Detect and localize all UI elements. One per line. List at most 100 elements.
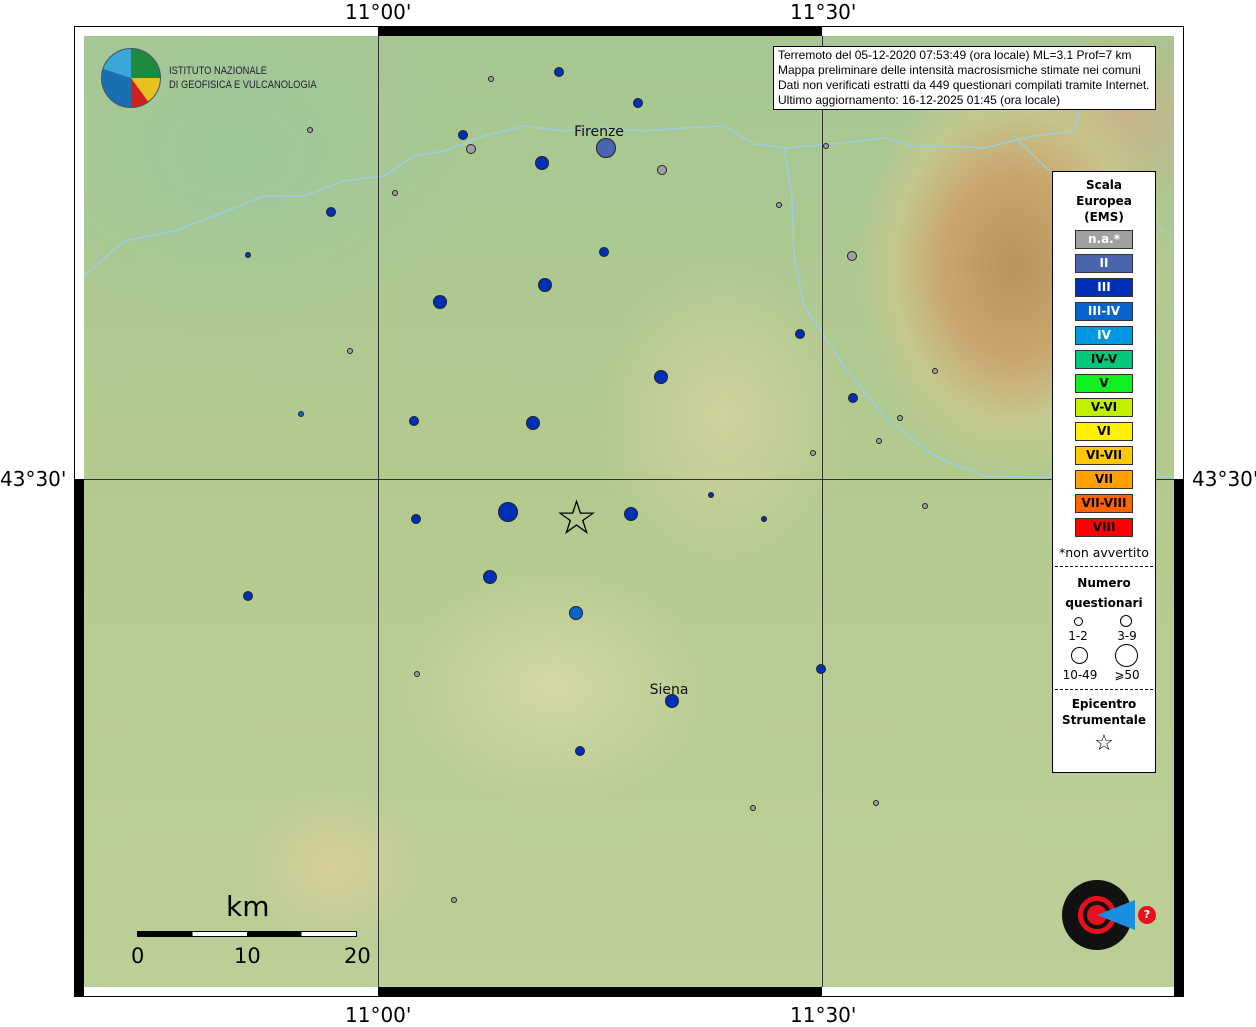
- legend-star-icon: ☆: [1094, 731, 1114, 756]
- intensity-point[interactable]: [847, 251, 857, 261]
- legend-class-swatch: VI: [1075, 422, 1133, 441]
- intensity-point[interactable]: [596, 138, 616, 158]
- divider: [1055, 566, 1153, 567]
- ingv-logo-text: ISTITUTO NAZIONALE DI GEOFISICA E VULCAN…: [169, 64, 317, 92]
- intensity-point[interactable]: [816, 664, 826, 674]
- hsit-question-icon: ?: [1138, 906, 1156, 924]
- legend-class-swatch: IV: [1075, 326, 1133, 345]
- count-label: 1-2: [1068, 629, 1088, 643]
- intensity-point[interactable]: [433, 295, 447, 309]
- count-label: ⩾50: [1114, 668, 1140, 682]
- scale-bar: [137, 931, 357, 937]
- event-info-box: Terremoto del 05-12-2020 07:53:49 (ora l…: [773, 46, 1156, 110]
- intensity-point[interactable]: [414, 671, 420, 677]
- intensity-point[interactable]: [776, 202, 782, 208]
- legend: Scala Europea (EMS) n.a.* II III III-IV IV IV…: [1052, 171, 1156, 773]
- intensity-point[interactable]: [810, 450, 816, 456]
- arno-river: [84, 75, 1105, 277]
- ingv-line: DI GEOFISICA E VULCANOLOGIA: [169, 79, 317, 91]
- intensity-point[interactable]: [750, 805, 756, 811]
- event-title: Terremoto del 05-12-2020 07:53:49 (ora l…: [778, 48, 1132, 62]
- epicenter-star-icon[interactable]: ☆: [555, 490, 599, 546]
- info-line: Mappa preliminare delle intensità macros…: [778, 63, 1141, 77]
- river-tributary: [783, 147, 1174, 479]
- intensity-point[interactable]: [873, 800, 879, 806]
- intensity-point[interactable]: [654, 370, 668, 384]
- intensity-point[interactable]: [876, 438, 882, 444]
- intensity-point[interactable]: [411, 514, 421, 524]
- intensity-point[interactable]: [466, 144, 476, 154]
- frame-segment: [1174, 479, 1184, 997]
- grid-line: [822, 36, 823, 987]
- intensity-point[interactable]: [483, 570, 497, 584]
- legend-title: Europea: [1076, 194, 1132, 208]
- legend-class-swatch: VII-VIII: [1075, 494, 1133, 513]
- intensity-point[interactable]: [554, 67, 564, 77]
- intensity-point[interactable]: [498, 502, 518, 522]
- scale-label: 0: [131, 944, 145, 968]
- ingv-logo-globe-icon: [101, 48, 161, 108]
- intensity-point[interactable]: [526, 416, 540, 430]
- intensity-point[interactable]: [307, 127, 313, 133]
- intensity-point[interactable]: [575, 746, 585, 756]
- intensity-point[interactable]: [458, 130, 468, 140]
- epicenter-title: Strumentale: [1061, 713, 1147, 727]
- legend-note: *non avvertito: [1059, 545, 1149, 560]
- legend-classes: n.a.* II III III-IV IV IV-V V V-VI VI VI-VII VII VI…: [1053, 230, 1155, 537]
- intensity-point[interactable]: [538, 278, 552, 292]
- last-update: Ultimo aggiornamento: 16-12-2025 01:45 (…: [778, 93, 1061, 107]
- lon-tick-top: 11°00': [345, 0, 412, 24]
- intensity-point[interactable]: [848, 393, 858, 403]
- scale-unit: km: [226, 890, 270, 923]
- scale-label: 10: [234, 944, 261, 968]
- lat-tick-left: 43°30': [0, 467, 67, 491]
- size-small-icon: [1074, 617, 1083, 626]
- intensity-point[interactable]: [795, 329, 805, 339]
- intensity-point[interactable]: [326, 207, 336, 217]
- lat-tick-right: 43°30': [1192, 467, 1256, 491]
- grid-line: [84, 479, 1174, 480]
- size-xlarge-icon: [1115, 644, 1138, 667]
- count-sizes: 1-2 3-9 10-49 ⩾50: [1053, 613, 1155, 687]
- intensity-point[interactable]: [665, 694, 679, 708]
- intensity-point[interactable]: [298, 411, 304, 417]
- intensity-point[interactable]: [488, 76, 494, 82]
- size-large-icon: [1071, 647, 1088, 664]
- legend-title: Scala: [1085, 178, 1123, 192]
- intensity-point[interactable]: [922, 503, 928, 509]
- scale-label: 20: [344, 944, 371, 968]
- intensity-point[interactable]: [932, 368, 938, 374]
- legend-class-swatch: VII: [1075, 470, 1133, 489]
- intensity-point[interactable]: [347, 348, 353, 354]
- intensity-point[interactable]: [897, 415, 903, 421]
- intensity-point[interactable]: [708, 492, 714, 498]
- frame-segment: [378, 987, 822, 997]
- intensity-point[interactable]: [409, 416, 419, 426]
- legend-class-swatch: III: [1075, 278, 1133, 297]
- legend-title: (EMS): [1084, 210, 1124, 224]
- city-label-siena: Siena: [649, 682, 689, 698]
- intensity-point[interactable]: [624, 507, 638, 521]
- size-medium-icon: [1120, 615, 1132, 627]
- intensity-point[interactable]: [823, 143, 829, 149]
- info-line: Dati non verificati estratti da 449 ques…: [778, 78, 1150, 92]
- city-label-firenze: Firenze: [574, 124, 624, 140]
- epicenter-title: Epicentro: [1071, 697, 1137, 711]
- intensity-point[interactable]: [569, 606, 583, 620]
- legend-class-swatch: II: [1075, 254, 1133, 273]
- intensity-point[interactable]: [243, 591, 253, 601]
- count-title: questionari: [1065, 596, 1143, 610]
- intensity-point[interactable]: [451, 897, 457, 903]
- intensity-point[interactable]: [657, 165, 667, 175]
- frame-segment: [74, 479, 84, 997]
- ingv-line: ISTITUTO NAZIONALE: [169, 65, 268, 77]
- legend-class-swatch: IV-V: [1075, 350, 1133, 369]
- legend-class-swatch: VIII: [1075, 518, 1133, 537]
- intensity-point[interactable]: [392, 190, 398, 196]
- intensity-point[interactable]: [761, 516, 767, 522]
- legend-class-swatch: III-IV: [1075, 302, 1133, 321]
- intensity-point[interactable]: [535, 156, 549, 170]
- intensity-point[interactable]: [633, 98, 643, 108]
- intensity-point[interactable]: [599, 247, 609, 257]
- intensity-point[interactable]: [245, 252, 251, 258]
